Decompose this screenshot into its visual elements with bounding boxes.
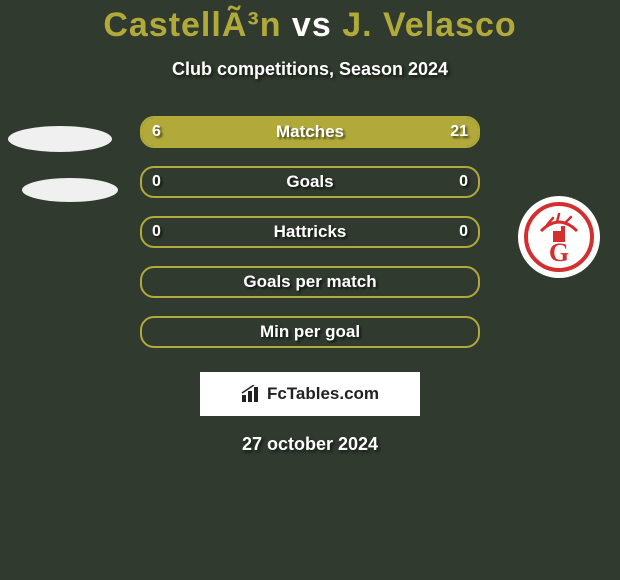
team-logo-right: G: [518, 196, 600, 278]
comparison-region: 621Matches 00Goals 00Hattricks Goals per ma…: [0, 116, 620, 366]
bar-label: Hattricks: [142, 222, 478, 242]
bar-label: Min per goal: [142, 322, 478, 342]
team-badge-left: [8, 126, 112, 152]
svg-text:G: G: [549, 238, 569, 267]
source-site-box[interactable]: FcTables.com: [200, 372, 420, 416]
stat-bar: 00Goals: [140, 166, 480, 198]
subtitle: Club competitions, Season 2024: [0, 59, 620, 80]
title-vs: vs: [292, 6, 332, 44]
bars-group: 621Matches 00Goals 00Hattricks Goals per ma…: [140, 116, 480, 366]
page-title: CastellÃ³n vs J. Velasco: [0, 0, 620, 45]
bar-label: Goals: [142, 172, 478, 192]
team-badge-left: [22, 178, 118, 202]
site-name: FcTables.com: [267, 384, 379, 404]
title-player2: J. Velasco: [342, 6, 516, 44]
title-player1: CastellÃ³n: [103, 6, 281, 44]
stat-bar: Goals per match: [140, 266, 480, 298]
chart-bars-icon: [241, 385, 263, 403]
snapshot-date: 27 october 2024: [0, 434, 620, 455]
bar-label: Matches: [142, 122, 478, 142]
stat-bar: 00Hattricks: [140, 216, 480, 248]
guabira-logo-icon: G: [523, 201, 595, 273]
bar-label: Goals per match: [142, 272, 478, 292]
stat-bar: 621Matches: [140, 116, 480, 148]
stat-bar: Min per goal: [140, 316, 480, 348]
